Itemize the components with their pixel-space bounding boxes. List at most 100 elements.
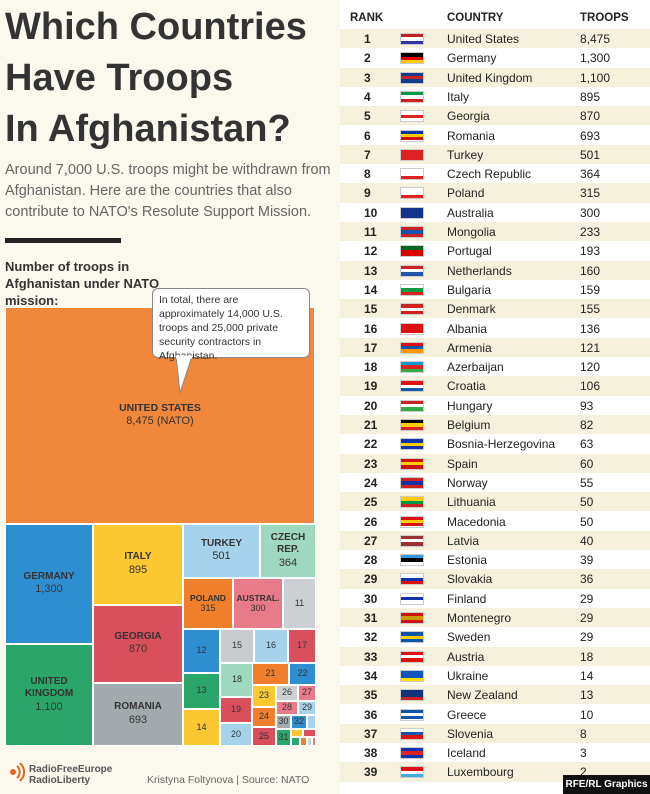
troops: 18	[580, 649, 594, 664]
troops: 40	[580, 533, 594, 548]
tile-rank: 11	[294, 597, 305, 608]
flag-stripe	[401, 304, 423, 308]
country: Denmark	[447, 302, 496, 317]
flag-stripe	[401, 658, 423, 662]
flag-stripe	[401, 577, 423, 582]
rank: 33	[364, 649, 378, 664]
callout-pointer	[175, 355, 193, 394]
tile: TURKEY 501	[183, 524, 260, 578]
table-row: 7 Turkey 501	[340, 144, 650, 165]
flag-stripe	[401, 172, 423, 176]
title: Which Countries Have Troops In Afghanist…	[5, 2, 307, 155]
credit: Kristyna Foltynova | Source: NATO	[147, 774, 310, 786]
rank: 18	[364, 360, 378, 375]
troops: 693	[580, 128, 601, 143]
troops: 501	[580, 147, 601, 162]
table-row: 28 Estonia 39	[340, 550, 650, 570]
table-row: 25 Lithuania 50	[340, 492, 650, 512]
rank: 8	[364, 167, 371, 182]
title-line: Have Troops	[5, 57, 234, 99]
tile	[291, 729, 303, 737]
table-row: 24 Norway 55	[340, 472, 650, 493]
table-row: 36 Greece 10	[340, 704, 650, 724]
country: Australia	[447, 205, 494, 220]
flag	[400, 515, 424, 528]
flag-stripe	[401, 712, 423, 717]
flag-stripe	[401, 748, 423, 752]
flag-stripe	[401, 137, 423, 141]
rank: 10	[364, 205, 378, 220]
flag	[400, 438, 424, 451]
flag-stripe	[401, 770, 423, 775]
flag-stripe	[401, 362, 423, 366]
tile-rank: 14	[196, 721, 207, 732]
rank: 24	[364, 475, 378, 490]
country: Greece	[447, 707, 487, 722]
tile: 29	[298, 701, 316, 715]
flag-stripe	[401, 252, 423, 257]
flag-stripe	[401, 59, 423, 64]
tile: ITALY 895	[93, 524, 183, 605]
tile-label: GERMANY	[23, 570, 75, 582]
flag	[400, 206, 424, 219]
country: Portugal	[447, 244, 492, 259]
flag-stripe	[401, 558, 423, 562]
rank: 25	[364, 495, 378, 510]
tile	[307, 737, 312, 746]
tile-label: GEORGIA	[114, 630, 162, 642]
country: New Zealand	[447, 688, 518, 703]
tile-rank: 16	[265, 640, 276, 651]
flag-stripe	[401, 346, 423, 350]
flag-stripe	[401, 445, 423, 450]
flag-stripe	[401, 581, 423, 585]
flag	[400, 129, 424, 142]
flag	[400, 708, 424, 721]
flag-stripe	[401, 754, 423, 759]
rank: 14	[364, 282, 378, 297]
flag-stripe	[401, 323, 423, 327]
table-row: 18 Azerbaijan 120	[340, 357, 650, 377]
rank: 38	[364, 746, 378, 761]
country: Italy	[447, 89, 470, 104]
troops: 82	[580, 418, 594, 432]
flag-stripe	[401, 368, 423, 373]
country: Georgia	[447, 109, 490, 124]
tile: 18	[220, 663, 254, 697]
flag	[400, 612, 424, 624]
rank: 34	[364, 668, 378, 683]
tile: 16	[254, 629, 288, 663]
tile-rank: 18	[231, 674, 242, 685]
tile-rank: 15	[231, 640, 242, 651]
flag-stripe	[401, 233, 423, 237]
flag-stripe	[401, 654, 423, 659]
logo-text: RadioFreeEurope	[29, 764, 113, 775]
callout: In total, there are approximately 14,000…	[152, 288, 310, 362]
country: Albania	[447, 321, 488, 336]
table-row: 13 Netherlands 160	[340, 260, 650, 280]
tile-rank: 27	[301, 687, 312, 698]
flag	[400, 264, 424, 277]
flag-stripe	[401, 481, 423, 485]
flag-stripe	[401, 728, 423, 733]
column-header: RANK	[350, 12, 384, 24]
country: Mongolia	[447, 225, 496, 239]
flag-stripe	[401, 381, 423, 385]
tile	[303, 729, 316, 737]
flag-stripe	[401, 117, 423, 122]
flag-stripe	[401, 442, 423, 446]
flag	[400, 361, 424, 374]
table-row: 15 Denmark 155	[340, 299, 650, 319]
tile-rank: 29	[301, 702, 312, 713]
flag	[400, 457, 424, 470]
flag	[400, 631, 424, 644]
flag-stripe	[401, 114, 423, 118]
rank: 22	[364, 437, 378, 452]
flag-stripe	[401, 53, 423, 57]
flag-stripe	[401, 365, 423, 369]
flag	[400, 573, 424, 586]
troops: 39	[580, 553, 594, 568]
tile-label: UNITED STATES	[119, 402, 201, 415]
flag-stripe	[401, 37, 423, 41]
troops: 364	[580, 167, 601, 182]
flag-stripe	[401, 75, 423, 80]
